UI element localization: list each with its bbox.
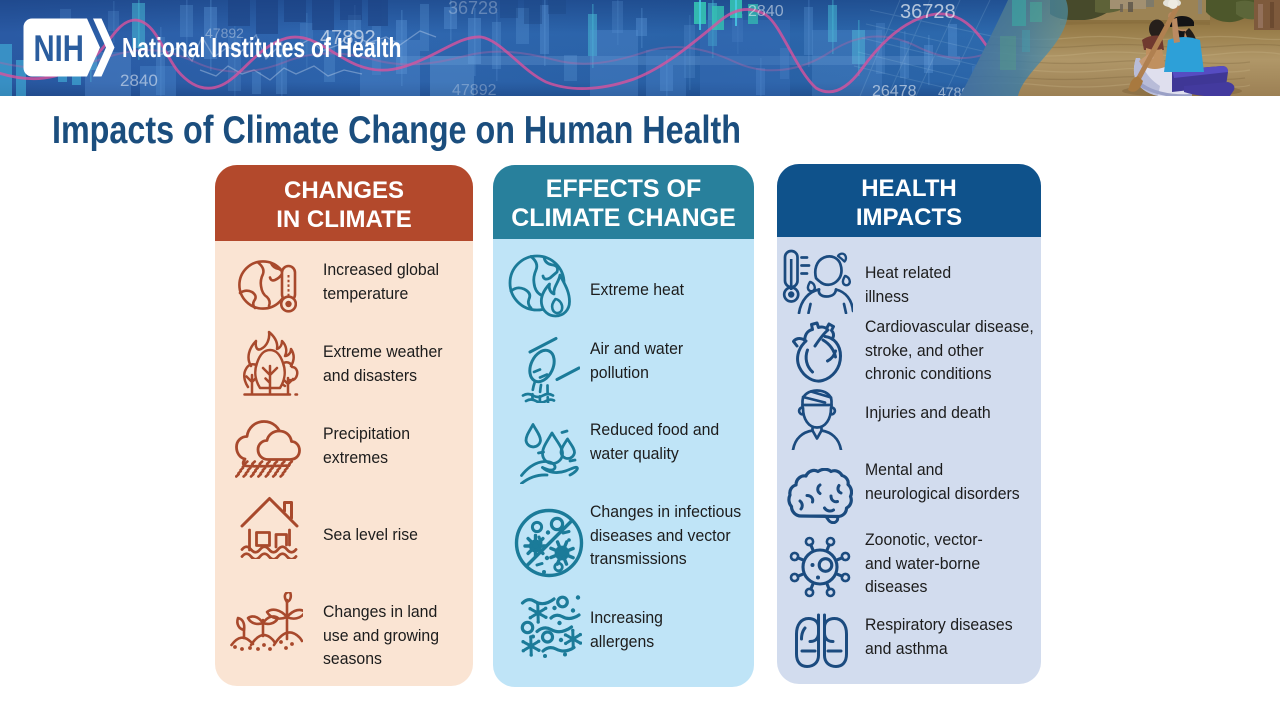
svg-text:NIH: NIH — [34, 29, 84, 70]
svg-text:47892: 47892 — [452, 82, 497, 96]
svg-text:2840: 2840 — [748, 3, 784, 20]
svg-text:National Institutes of Health: National Institutes of Health — [122, 33, 401, 63]
svg-text:26478: 26478 — [872, 83, 917, 96]
svg-text:47892: 47892 — [205, 25, 244, 41]
svg-text:36728: 36728 — [900, 1, 956, 23]
svg-text:2840: 2840 — [120, 71, 158, 90]
svg-text:36728: 36728 — [448, 0, 498, 18]
svg-text:47892: 47892 — [320, 27, 376, 49]
